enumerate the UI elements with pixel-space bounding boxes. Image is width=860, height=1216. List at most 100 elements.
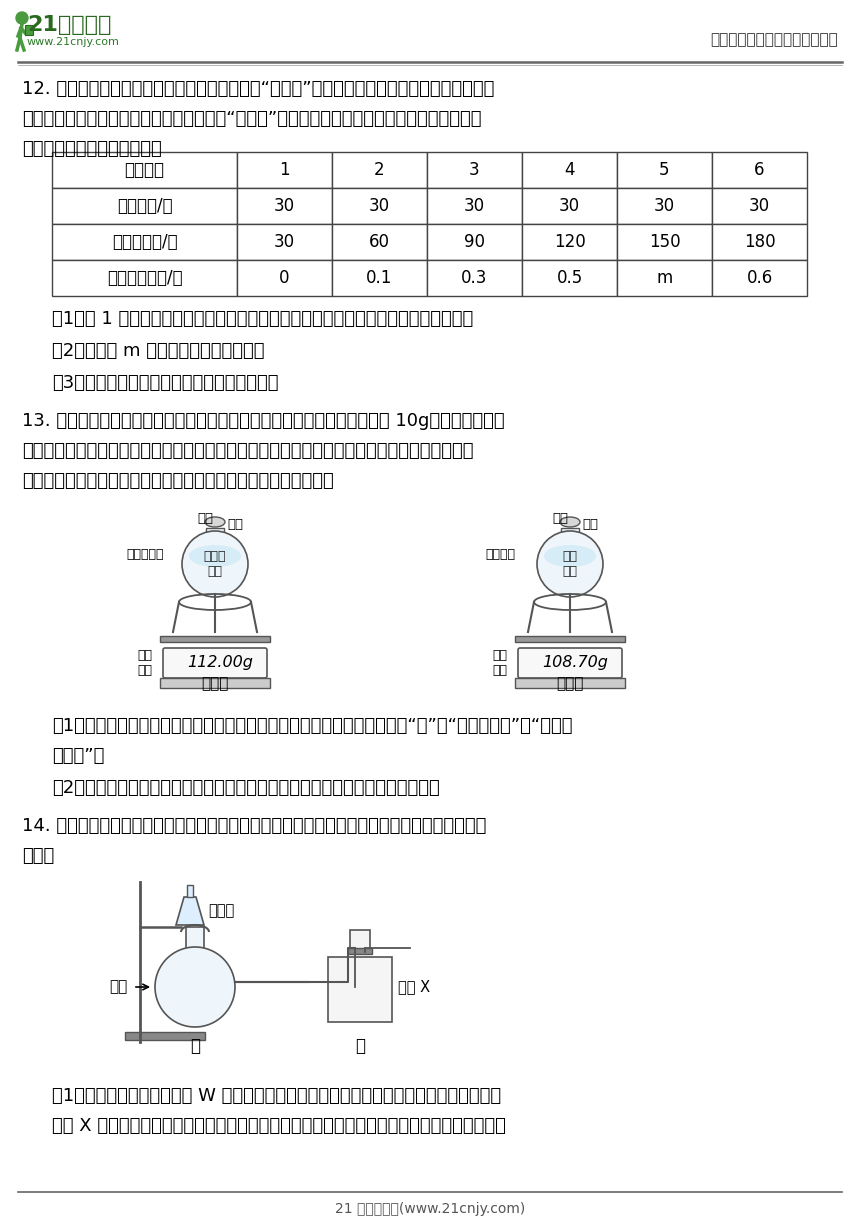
Text: 112.00g: 112.00g [187,655,253,670]
Text: 0.5: 0.5 [556,269,582,287]
Bar [712,152,807,188]
Text: 30: 30 [559,197,580,215]
Text: 试剂 X 的乙装置，并利用测量乙装置增加的质量，求得样品中碳酸钓的质量分数。该方法中试: 试剂 X 的乙装置，并利用测量乙装置增加的质量，求得样品中碳酸钓的质量分数。该方… [52,1118,506,1135]
Text: 硫酸。测得部分数据如下表：: 硫酸。测得部分数据如下表： [22,140,162,158]
Text: 反应后: 反应后 [556,676,584,691]
Text: 90: 90 [464,233,485,250]
Bar [52,188,237,224]
Text: 5: 5 [660,161,670,179]
Bar [427,224,522,260]
Bar [237,152,332,188]
FancyBboxPatch shape [163,648,267,679]
Text: 30: 30 [654,197,675,215]
Text: 棉花: 棉花 [552,512,568,525]
Bar [617,188,712,224]
Bar [52,152,237,188]
Bar [712,224,807,260]
Bar [515,679,625,688]
Text: 分数。: 分数。 [22,848,54,865]
Bar [427,152,522,188]
Text: 6: 6 [754,161,765,179]
Text: 108.70g: 108.70g [542,655,608,670]
Bar [350,930,370,950]
Bar [522,224,617,260]
Text: 反应前: 反应前 [201,676,229,691]
Text: 30: 30 [369,197,390,215]
Bar [522,152,617,188]
Text: 14. 工业纯碱中含少量氯化钓。兴趣小组分别采用不同的方法测定工业纯碱样品中碳酸钓的质量: 14. 工业纯碱中含少量氯化钓。兴趣小组分别采用不同的方法测定工业纯碱样品中碳酸… [22,817,487,835]
Bar [561,528,579,550]
Text: 2: 2 [374,161,384,179]
Bar [427,260,522,295]
Bar [332,260,427,295]
FancyBboxPatch shape [518,648,622,679]
Text: 120: 120 [554,233,586,250]
Text: 4: 4 [564,161,574,179]
Text: 反应。某兴小组在实验室发现了一包破损的“除氧剂”，他们取六份样品，分别加入不同质量的稀: 反应。某兴小组在实验室发现了一包破损的“除氧剂”，他们取六份样品，分别加入不同质… [22,109,482,128]
Bar [522,188,617,224]
Text: 稀盐酸: 稀盐酸 [208,903,234,918]
Text: 剩余
固体: 剩余 固体 [562,550,578,578]
Text: （1）方法一：差量法。称取 W 克样品与足量的稀盐酸充分反应，生成的二氧化碳通过装有: （1）方法一：差量法。称取 W 克样品与足量的稀盐酸充分反应，生成的二氧化碳通过… [52,1087,501,1105]
Bar [427,188,522,224]
Circle shape [182,531,248,597]
Text: 石灰岩样品: 石灰岩样品 [126,547,163,561]
Polygon shape [176,897,204,925]
Bar [522,260,617,295]
Text: 30: 30 [464,197,485,215]
Text: 21世纪教育: 21世纪教育 [27,15,112,35]
Text: （3）请计算该实验中稀硫酸的溶质质量分数。: （3）请计算该实验中稀硫酸的溶质质量分数。 [52,375,279,392]
Bar [617,260,712,295]
Text: 150: 150 [648,233,680,250]
Text: 中小学教育资源及组卷应用平台: 中小学教育资源及组卷应用平台 [710,33,838,47]
Bar [160,679,270,688]
Circle shape [155,947,235,1028]
Text: 样品质量/克: 样品质量/克 [117,197,172,215]
Bar [712,188,807,224]
Text: 产生气体质量/克: 产生气体质量/克 [107,269,182,287]
Ellipse shape [205,517,225,527]
Ellipse shape [189,545,241,567]
Bar [237,260,332,295]
Text: 氧化硞等杂质不溶于水，也不与稀盐酸反应）。请回答下列问题：: 氧化硞等杂质不溶于水，也不与稀盐酸反应）。请回答下列问题： [22,472,334,490]
Text: 样品: 样品 [108,980,127,995]
Bar [617,224,712,260]
Text: 盐酸，充分地进行反应。测量反应前后的电子天平示数、数据如图（已知石灰岐样品中含有的二: 盐酸，充分地进行反应。测量反应前后的电子天平示数、数据如图（已知石灰岐样品中含有… [22,441,474,460]
Text: 30: 30 [274,233,295,250]
Text: 实验次数: 实验次数 [125,161,164,179]
Text: （1）石灰岐样品中的二氧化硞属于＿＿＿＿＿＿＿＿＿＿＿＿＿＿。（填“盐”、“金属氧化物”或“非金属: （1）石灰岐样品中的二氧化硞属于＿＿＿＿＿＿＿＿＿＿＿＿＿＿。（填“盐”、“金属… [52,717,573,734]
Bar [160,636,270,642]
Text: 剩余固体: 剩余固体 [485,547,515,561]
Text: 0.3: 0.3 [461,269,488,287]
Text: 3: 3 [470,161,480,179]
Text: 60: 60 [369,233,390,250]
Text: （2）表格中 m 的数值为＿＿＿＿＿＿。: （2）表格中 m 的数值为＿＿＿＿＿＿。 [52,342,265,360]
Text: 盐酸: 盐酸 [582,518,598,531]
Bar [52,224,237,260]
Text: 棉花: 棉花 [197,512,213,525]
Text: 0: 0 [280,269,290,287]
Text: 电子
天平: 电子 天平 [493,649,507,677]
Text: 稀硫酸质量/克: 稀硫酸质量/克 [112,233,177,250]
Text: 30: 30 [274,197,295,215]
Text: m: m [656,269,673,287]
Text: 21 世纪教育网(www.21cnjy.com): 21 世纪教育网(www.21cnjy.com) [335,1201,525,1216]
Text: 0.6: 0.6 [746,269,772,287]
Ellipse shape [560,517,580,527]
Text: 0.1: 0.1 [366,269,393,287]
Bar [237,188,332,224]
Text: 乙: 乙 [355,1037,365,1055]
Bar [206,528,224,550]
Bar [186,927,204,955]
Text: 1: 1 [280,161,290,179]
Text: （1）第 1 次实验没有气体产生，其理由是：＿＿＿＿＿＿＿＿＿＿＿＿＿＿＿＿＿。: （1）第 1 次实验没有气体产生，其理由是：＿＿＿＿＿＿＿＿＿＿＿＿＿＿＿＿＿。 [52,310,473,328]
Text: 试剂 X: 试剂 X [398,980,430,995]
Bar [332,224,427,260]
Ellipse shape [544,545,596,567]
Bar [332,188,427,224]
Text: 12. 为防止食品腐败，某些食品包装袋内常放入“除氧剂”，其主要成分是铁粉，其他物质不与酸: 12. 为防止食品腐败，某些食品包装袋内常放入“除氧剂”，其主要成分是铁粉，其他… [22,80,494,98]
Circle shape [16,12,28,24]
Bar [712,260,807,295]
Text: 石灰岩
样品: 石灰岩 样品 [204,550,226,578]
Circle shape [537,531,603,597]
